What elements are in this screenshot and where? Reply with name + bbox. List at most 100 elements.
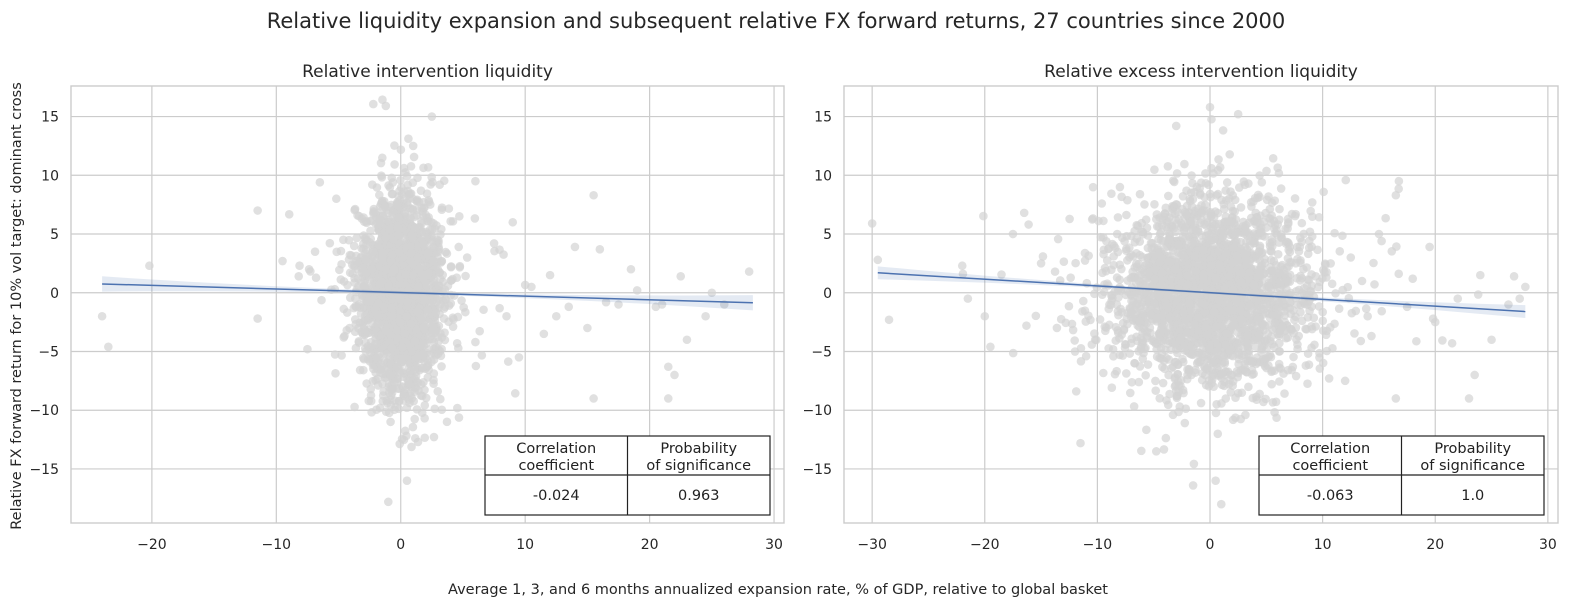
scatter-point (1095, 315, 1105, 324)
scatter-point (1185, 306, 1195, 316)
scatter-point (436, 329, 445, 338)
scatter-point (1197, 201, 1206, 210)
scatter-point (455, 263, 465, 272)
scatter-point (1266, 255, 1276, 265)
scatter-point (1270, 318, 1280, 328)
scatter-point (1304, 275, 1314, 285)
scatter-point (1273, 296, 1282, 306)
scatter-point (663, 394, 673, 403)
scatter-point (406, 162, 416, 171)
x-tick-label: 30 (1539, 537, 1557, 553)
scatter-point (1190, 237, 1200, 246)
scatter-point (1210, 221, 1220, 230)
scatter-point (1224, 272, 1234, 281)
scatter-point (439, 314, 449, 323)
scatter-point (1163, 161, 1173, 171)
scatter-point (401, 270, 410, 279)
scatter-point (400, 207, 410, 217)
scatter-point (404, 134, 413, 143)
scatter-point (1135, 316, 1144, 326)
x-tick-label: −10 (1083, 537, 1113, 553)
scatter-point (1157, 268, 1167, 278)
axes-frame (843, 85, 1559, 524)
scatter-point (407, 442, 416, 452)
x-tick-label: −20 (970, 537, 1000, 553)
stats-table-header: Correlation coefficient (1290, 441, 1370, 474)
scatter-point (104, 342, 113, 352)
scatter-point (1162, 301, 1172, 310)
scatter-point (295, 261, 304, 270)
scatter-point (1112, 273, 1122, 282)
scatter-point (1338, 285, 1347, 295)
scatter-point (317, 295, 326, 305)
scatter-point (1149, 243, 1159, 252)
scatter-point (426, 331, 436, 341)
scatter-point (663, 362, 673, 372)
scatter-point (439, 176, 449, 186)
scatter-point (1135, 189, 1145, 199)
scatter-point (1276, 277, 1285, 287)
scatter-point (409, 152, 419, 162)
x-tick-label: 0 (396, 537, 405, 553)
scatter-point (1171, 312, 1181, 321)
scatter-point (1190, 319, 1199, 329)
scatter-point (873, 255, 883, 265)
scatter-point (1224, 216, 1234, 226)
scatter-point (1090, 329, 1099, 338)
scatter-point (429, 275, 439, 285)
scatter-point (1174, 240, 1183, 250)
scatter-point (1318, 358, 1328, 368)
scatter-point (1392, 242, 1401, 251)
scatter-point (1201, 169, 1210, 178)
panel-title: Relative excess intervention liquidity (1044, 62, 1358, 82)
scatter-point (510, 389, 520, 398)
panel-intervention-liquidity: Relative intervention liquidity−20 −10 0 10… (29, 62, 785, 553)
scatter-point (1255, 171, 1264, 180)
scatter-point (958, 269, 968, 279)
scatter-point (396, 175, 405, 185)
scatter-point (1071, 387, 1081, 396)
scatter-point (1318, 316, 1328, 326)
scatter-point (1253, 315, 1263, 324)
scatter-point (461, 271, 470, 281)
scatter-point (418, 363, 427, 373)
scatter-point (1141, 371, 1150, 380)
scatter-point (1127, 307, 1136, 317)
scatter-point (1296, 258, 1305, 268)
scatter-point (1155, 292, 1164, 301)
scatter-point (1509, 272, 1519, 281)
scatter-point (1304, 360, 1314, 370)
scatter-point (1221, 340, 1230, 349)
scatter-point (1132, 300, 1141, 310)
scatter-point (1213, 429, 1223, 439)
scatter-point (404, 377, 413, 386)
scatter-point (564, 302, 574, 312)
y-tick-label: −15 (29, 462, 59, 478)
scatter-point (1183, 270, 1193, 280)
scatter-point (454, 413, 464, 422)
scatter-point (1237, 388, 1247, 398)
x-tick-label: 20 (1426, 537, 1444, 553)
scatter-point (424, 269, 433, 278)
scatter-point (413, 378, 422, 388)
stats-table-header: Probability of significance (646, 441, 751, 474)
scatter-point (442, 249, 452, 258)
scatter-point (1115, 182, 1125, 192)
stats-table-value: 1.0 (1461, 488, 1484, 504)
scatter-point (435, 268, 444, 277)
scatter-point (1208, 370, 1218, 379)
scatter-point (354, 338, 364, 347)
scatter-point (393, 334, 402, 343)
scatter-point (1104, 244, 1113, 254)
scatter-point (350, 327, 360, 337)
scatter-point (1374, 229, 1384, 239)
scatter-point (1377, 306, 1387, 316)
scatter-point (424, 197, 434, 207)
scatter-point (1202, 363, 1212, 373)
scatter-point (1152, 345, 1161, 354)
scatter-point (384, 408, 394, 418)
scatter-point (1141, 215, 1151, 224)
scatter-point (1255, 267, 1264, 277)
scatter-point (1391, 190, 1401, 200)
